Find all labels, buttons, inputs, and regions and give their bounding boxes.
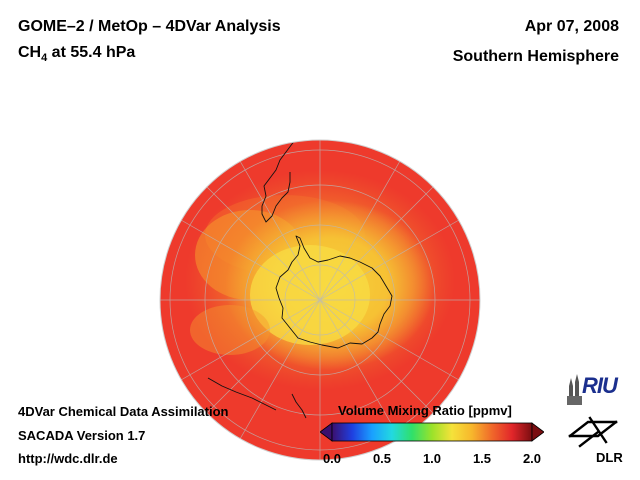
colorbar-title: Volume Mixing Ratio [ppmv] (338, 403, 512, 418)
footer-assimilation: 4DVar Chemical Data Assimilation (18, 404, 229, 419)
dlr-emblem-icon (568, 416, 618, 448)
analysis-date: Apr 07, 2008 (524, 18, 619, 35)
riu-logo: RIU (566, 372, 624, 406)
coastline-antarctica (275, 235, 393, 349)
dlr-logo: DLR (566, 414, 623, 466)
colorbar-arrow-low (320, 422, 333, 442)
title-line1: GOME–2 / MetOp – 4DVar Analysis (18, 18, 281, 35)
footer-version: SACADA Version 1.7 (18, 428, 146, 443)
coastline-australia (207, 377, 277, 411)
colorbar-tick-1: 0.5 (372, 451, 392, 466)
dlr-logo-text: DLR (596, 450, 623, 465)
species-subscript: 4 (41, 52, 48, 65)
title-species-level: CH4 at 55.4 hPa (18, 43, 135, 68)
colorbar (320, 422, 544, 442)
coastline-south-america (209, 140, 305, 223)
cathedral-icon (567, 374, 582, 405)
colorbar-tick-0: 0.0 (322, 451, 342, 466)
riu-logo-text: RIU (582, 373, 618, 398)
colorbar-body (331, 422, 533, 442)
species-name: CH (18, 44, 42, 61)
colorbar-tick-2: 1.0 (422, 451, 442, 466)
colorbar-arrow-high (531, 422, 544, 442)
field-lobe-southwest (190, 305, 270, 355)
colorbar-tick-4: 2.0 (522, 451, 542, 466)
pressure-level: at 55.4 hPa (47, 44, 136, 61)
colorbar-tick-3: 1.5 (472, 451, 492, 466)
footer-url[interactable]: http://wdc.dlr.de (18, 451, 118, 466)
graticule (160, 140, 480, 460)
coastline-new-zealand (291, 393, 307, 419)
globe-outline (159, 139, 481, 461)
hemisphere-label: Southern Hemisphere (452, 48, 619, 65)
